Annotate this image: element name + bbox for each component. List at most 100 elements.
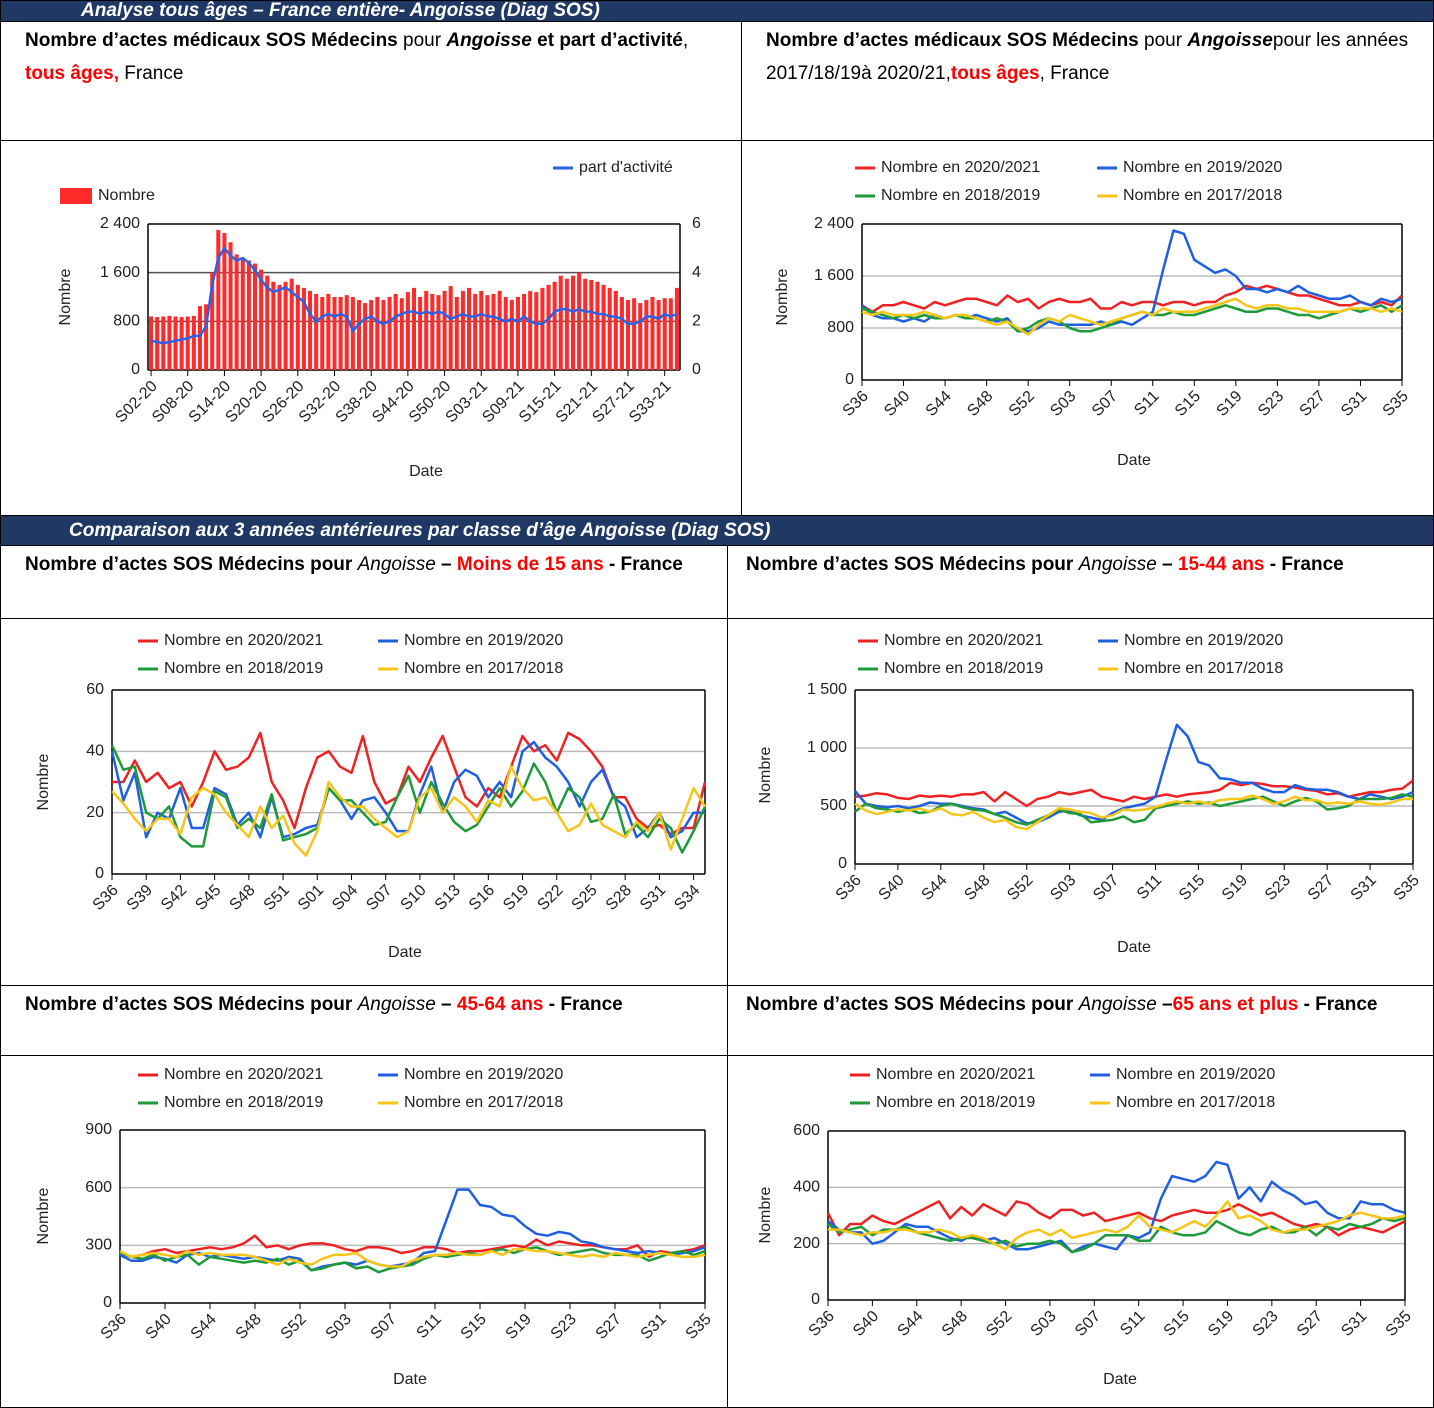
bar xyxy=(503,297,508,370)
legend-label: Nombre en 2018/2019 xyxy=(884,660,1043,677)
y-tick-label: 1 600 xyxy=(100,264,140,281)
series-line xyxy=(854,779,1414,808)
y-tick-label: 600 xyxy=(793,1122,820,1139)
y-tick-label: 0 xyxy=(131,361,140,378)
x-tick-label: S04 xyxy=(329,882,361,914)
x-tick-label: S35 xyxy=(683,1311,715,1343)
y-axis-title: Nombre xyxy=(35,1187,52,1244)
x-tick-label: S51 xyxy=(261,882,293,914)
title-run: , xyxy=(682,30,694,51)
legend-label: Nombre en 2019/2020 xyxy=(404,632,563,649)
x-tick-label: S07 xyxy=(1089,388,1121,420)
x-axis-title: Date xyxy=(1117,452,1151,469)
bar xyxy=(289,278,294,370)
x-tick-label: S03 xyxy=(1028,1308,1060,1340)
x-tick-label: S44 xyxy=(894,1308,926,1340)
bar xyxy=(387,297,392,370)
x-tick-label: S52 xyxy=(1004,872,1036,904)
x-tick-label: S40 xyxy=(143,1311,175,1343)
title-run: Nombre d’actes SOS Médecins pour xyxy=(25,994,358,1015)
y-tick-label: 60 xyxy=(86,681,104,698)
series-line xyxy=(111,765,707,857)
x-tick-label: S23 xyxy=(548,1311,580,1343)
x-tick-label: S07 xyxy=(363,882,395,914)
x-tick-label: S52 xyxy=(983,1308,1015,1340)
bar xyxy=(668,298,673,370)
title-run: 45-64 ans xyxy=(456,994,544,1015)
x-tick-label: S19 xyxy=(1214,388,1246,420)
x-tick-label: S48 xyxy=(939,1308,971,1340)
y-tick-label: 0 xyxy=(811,1291,820,1308)
legend-label: Nombre en 2017/2018 xyxy=(404,660,563,677)
x-tick-label: S15 xyxy=(1161,1308,1193,1340)
y2-tick-label: 6 xyxy=(692,215,701,232)
bar xyxy=(601,284,606,370)
legend-label: Nombre en 2018/2019 xyxy=(164,1094,323,1111)
x-tick-label: S52 xyxy=(278,1311,310,1343)
bar xyxy=(473,293,478,370)
title-run: France xyxy=(118,63,184,84)
series-line xyxy=(854,793,1414,826)
x-axis-title: Date xyxy=(409,463,443,480)
bar xyxy=(411,287,417,370)
title-run: Nombre d’actes SOS Médecins pour xyxy=(746,554,1079,575)
x-tick-label: S11 xyxy=(413,1311,444,1342)
x-tick-label: S36 xyxy=(806,1308,838,1340)
x-tick-label: S36 xyxy=(98,1311,130,1343)
x-tick-label: S27 xyxy=(593,1311,625,1343)
x-tick-label: S19 xyxy=(1219,872,1251,904)
x-tick-label: S15 xyxy=(1172,388,1204,420)
x-tick-label: S48 xyxy=(961,872,993,904)
bar xyxy=(295,284,300,370)
y2-tick-label: 2 xyxy=(692,313,701,330)
y-tick-label: 300 xyxy=(85,1237,112,1254)
bar xyxy=(638,303,643,370)
bar xyxy=(418,297,423,370)
bar xyxy=(430,293,435,370)
x-tick-label: S11 xyxy=(1131,388,1162,419)
y-axis-title: Nombre xyxy=(757,1186,774,1243)
title-run: pour xyxy=(1138,30,1188,51)
bar xyxy=(271,281,276,370)
bar xyxy=(265,275,270,370)
bar xyxy=(528,290,533,370)
x-tick-label: S23 xyxy=(1262,872,1294,904)
x-tick-label: S40 xyxy=(876,872,908,904)
series-line xyxy=(861,284,1403,314)
x-tick-label: S19 xyxy=(500,882,532,914)
series-line xyxy=(854,794,1413,831)
x-tick-label: S35 xyxy=(1383,1308,1415,1340)
x-tick-label: S03 xyxy=(323,1311,355,1343)
legend-label: Nombre en 2020/2021 xyxy=(876,1066,1035,1083)
section-title: Analyse tous âges – France entière- Ango… xyxy=(81,0,600,21)
title-run: Moins de 15 ans xyxy=(456,554,604,575)
bar xyxy=(650,297,655,370)
bar xyxy=(216,230,221,370)
y-tick-label: 2 400 xyxy=(100,215,140,232)
y-tick-label: 1 600 xyxy=(814,267,854,284)
bar xyxy=(246,260,251,370)
y-axis-title: Nombre xyxy=(757,746,774,803)
legend-label: Nombre en 2019/2020 xyxy=(404,1066,563,1083)
x-tick-label: S45 xyxy=(192,882,224,914)
legend-label: Nombre en 2017/2018 xyxy=(404,1094,563,1111)
x-tick-label: S40 xyxy=(850,1308,882,1340)
y-tick-label: 800 xyxy=(113,313,140,330)
y-tick-label: 500 xyxy=(820,797,847,814)
x-axis-title: Date xyxy=(388,944,422,961)
title-run: tous âges, xyxy=(25,63,119,84)
legend-label: Nombre en 2018/2019 xyxy=(876,1094,1035,1111)
y-tick-label: 0 xyxy=(838,855,847,872)
bar xyxy=(522,293,527,370)
x-axis-title: Date xyxy=(1103,1371,1137,1388)
y-tick-label: 600 xyxy=(85,1179,112,1196)
bar xyxy=(228,242,233,370)
x-tick-label: S31 xyxy=(1338,1308,1370,1340)
bar xyxy=(479,290,484,370)
x-tick-label: S23 xyxy=(1255,388,1287,420)
x-tick-label: S22 xyxy=(534,882,566,914)
y-tick-label: 0 xyxy=(103,1294,112,1311)
legend-label: Nombre en 2018/2019 xyxy=(881,187,1040,204)
x-tick-label: S48 xyxy=(964,388,996,420)
y-tick-label: 900 xyxy=(85,1121,112,1138)
